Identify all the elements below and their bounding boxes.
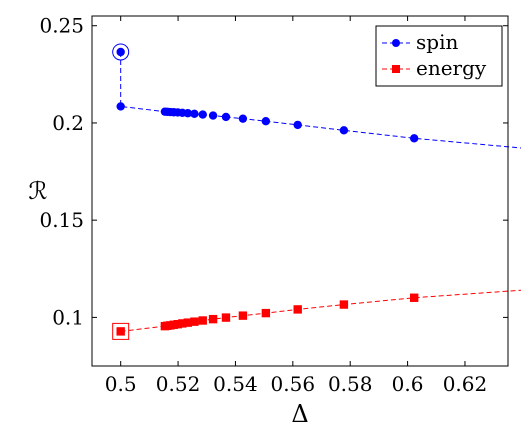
data-point-spin	[116, 47, 125, 57]
x-tick-label: 0.58	[328, 372, 373, 396]
data-point-energy	[339, 300, 349, 309]
legend-label-energy: energy	[416, 56, 487, 80]
data-point-energy	[173, 319, 182, 329]
x-axis-ticks: 0.5 0.52 0.54 0.56 0.58 0.6 0.62	[105, 16, 487, 396]
data-point-energy	[221, 313, 231, 322]
legend-entry-spin: spin	[382, 30, 458, 54]
data-point-energy	[190, 317, 199, 326]
y-tick-label: 0.15	[39, 208, 84, 232]
data-point-energy	[183, 318, 193, 327]
data-point-energy	[261, 308, 271, 318]
plot-frame	[91, 15, 509, 367]
plot-area	[112, 43, 521, 340]
y-tick-label: 0.2	[52, 111, 84, 135]
x-tick-label: 0.5	[105, 372, 137, 396]
data-point-spin	[261, 116, 271, 126]
x-tick-label: 0.52	[156, 372, 201, 396]
data-point-spin	[409, 134, 419, 143]
data-point-spin	[190, 109, 199, 119]
data-point-energy	[409, 293, 419, 302]
legend-label-spin: spin	[416, 30, 458, 54]
y-axis-label: ℛ	[28, 177, 47, 205]
data-point-spin	[293, 120, 302, 130]
legend: spin energy	[375, 25, 503, 87]
data-point-spin	[116, 102, 125, 111]
y-tick-label: 0.25	[39, 14, 84, 38]
x-axis-label: Δ	[291, 400, 308, 428]
data-point-spin	[198, 110, 207, 119]
data-point-spin	[221, 112, 231, 122]
data-point-spin	[339, 126, 349, 135]
legend-box	[375, 25, 503, 87]
data-point-energy	[208, 314, 218, 324]
data-point-spin	[183, 109, 193, 118]
legend-marker-energy	[392, 65, 400, 73]
y-axis-ticks: 0.1 0.15 0.2 0.25	[39, 14, 508, 329]
x-tick-label: 0.54	[213, 372, 258, 396]
data-point-energy	[178, 319, 187, 328]
data-point-energy	[116, 327, 125, 336]
x-tick-label: 0.6	[392, 372, 424, 396]
data-point-energy	[198, 316, 207, 325]
data-point-energy	[238, 311, 248, 320]
x-tick-label: 0.56	[271, 372, 316, 396]
data-point-spin	[208, 111, 218, 120]
x-tick-label: 0.62	[443, 372, 488, 396]
data-point-spin	[238, 114, 248, 123]
series-energy	[112, 289, 521, 340]
series-spin	[112, 43, 521, 149]
y-tick-label: 0.1	[52, 305, 84, 329]
data-point-energy	[293, 305, 302, 314]
legend-marker-spin	[392, 39, 400, 47]
highlight-ring-energy	[112, 322, 130, 340]
highlight-ring-spin	[112, 43, 130, 61]
legend-entry-energy: energy	[382, 56, 487, 80]
